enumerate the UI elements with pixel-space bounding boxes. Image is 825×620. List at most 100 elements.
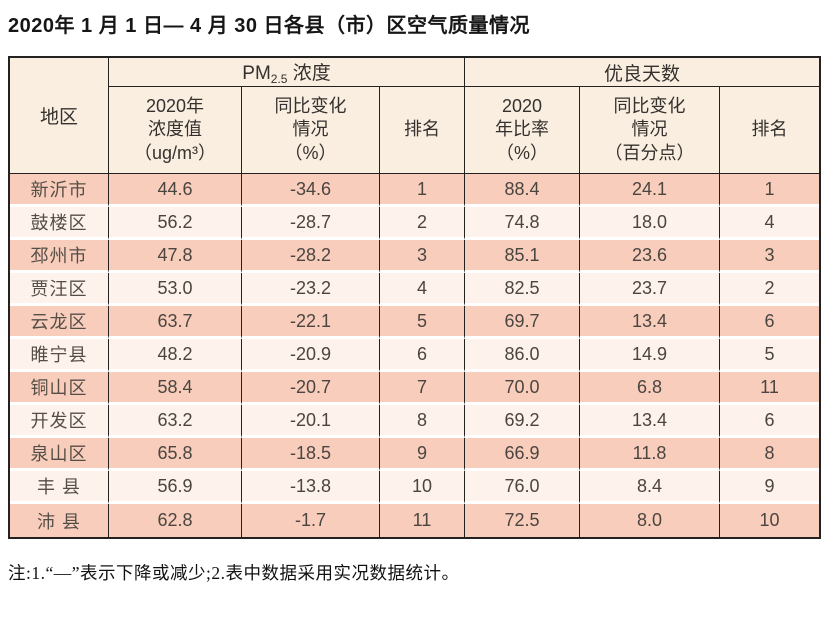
column-header-days-change: 同比变化 情况 （百分点） [580,87,720,174]
days-rate-cell: 74.8 [465,207,580,240]
table-row: 鼓楼区 56.2 -28.7 2 74.8 18.0 4 [10,207,819,240]
days-rate-cell: 70.0 [465,372,580,405]
days-rank-cell: 11 [720,372,819,405]
region-cell: 睢宁县 [10,339,109,372]
pm25-label-suffix: 浓度 [287,63,331,84]
days-rank-cell: 8 [720,438,819,471]
pm-value-cell: 58.4 [109,372,242,405]
pm-change-cell: -23.2 [242,273,380,306]
column-header-pm-rank: 排名 [380,87,465,174]
table-row: 沛 县 62.8 -1.7 11 72.5 8.0 10 [10,504,819,537]
pm-value-cell: 63.2 [109,405,242,438]
pm25-subscript: 2.5 [270,72,288,86]
days-rate-cell: 69.7 [465,306,580,339]
pm-value-cell: 53.0 [109,273,242,306]
days-rank-cell: 1 [720,174,819,207]
pm-rank-cell: 8 [380,405,465,438]
pm-value-cell: 44.6 [109,174,242,207]
pm-rank-cell: 2 [380,207,465,240]
region-cell: 新沂市 [10,174,109,207]
table-row: 丰 县 56.9 -13.8 10 76.0 8.4 9 [10,471,819,504]
days-rank-cell: 9 [720,471,819,504]
pm-change-cell: -1.7 [242,504,380,537]
pm-value-cell: 56.9 [109,471,242,504]
pm-change-cell: -18.5 [242,438,380,471]
days-rank-cell: 5 [720,339,819,372]
days-rank-cell: 10 [720,504,819,537]
days-change-cell: 13.4 [580,405,720,438]
region-cell: 沛 县 [10,504,109,537]
table-body: 新沂市 44.6 -34.6 1 88.4 24.1 1 鼓楼区 56.2 -2… [10,174,819,537]
days-change-cell: 18.0 [580,207,720,240]
pm-change-cell: -13.8 [242,471,380,504]
pm-rank-cell: 5 [380,306,465,339]
pm-value-cell: 65.8 [109,438,242,471]
pm-rank-cell: 9 [380,438,465,471]
table-row: 邳州市 47.8 -28.2 3 85.1 23.6 3 [10,240,819,273]
column-header-days-rate: 2020 年比率 （%） [465,87,580,174]
footnote: 注:1.“—”表示下降或减少;2.表中数据采用实况数据统计。 [8,563,460,583]
days-rate-cell: 88.4 [465,174,580,207]
days-rank-cell: 6 [720,405,819,438]
days-rank-cell: 4 [720,207,819,240]
days-change-cell: 8.0 [580,504,720,537]
pm-rank-cell: 6 [380,339,465,372]
days-rate-cell: 85.1 [465,240,580,273]
header-group-row: 地区 PM2.5 浓度 优良天数 [10,58,819,174]
region-cell: 泉山区 [10,438,109,471]
days-rate-cell: 82.5 [465,273,580,306]
pm-change-cell: -20.9 [242,339,380,372]
pm25-label-prefix: PM [242,63,271,84]
column-header-region: 地区 [10,58,109,174]
region-cell: 铜山区 [10,372,109,405]
pm-rank-cell: 1 [380,174,465,207]
pm-change-cell: -28.7 [242,207,380,240]
table-row: 泉山区 65.8 -18.5 9 66.9 11.8 8 [10,438,819,471]
table-row: 贾汪区 53.0 -23.2 4 82.5 23.7 2 [10,273,819,306]
pm-change-cell: -28.2 [242,240,380,273]
column-header-pm-value: 2020年 浓度值 （ug/m³） [109,87,242,174]
region-cell: 邳州市 [10,240,109,273]
pm-rank-cell: 4 [380,273,465,306]
air-quality-table: 地区 PM2.5 浓度 优良天数 2020年 浓度值 （ug/m³） 同比变化 … [8,56,821,539]
days-change-cell: 11.8 [580,438,720,471]
days-rate-cell: 76.0 [465,471,580,504]
days-change-cell: 8.4 [580,471,720,504]
table-row: 睢宁县 48.2 -20.9 6 86.0 14.9 5 [10,339,819,372]
column-header-days-rank: 排名 [720,87,819,174]
days-change-cell: 23.7 [580,273,720,306]
pm-rank-cell: 7 [380,372,465,405]
days-rate-cell: 66.9 [465,438,580,471]
region-cell: 云龙区 [10,306,109,339]
days-change-cell: 6.8 [580,372,720,405]
header-sub-row: 2020年 浓度值 （ug/m³） 同比变化 情况 （%） 排名 2020 年比… [10,87,819,174]
pm-value-cell: 47.8 [109,240,242,273]
pm-value-cell: 63.7 [109,306,242,339]
pm-rank-cell: 11 [380,504,465,537]
column-group-pm25: PM2.5 浓度 [109,58,465,87]
days-rank-cell: 2 [720,273,819,306]
table-row: 开发区 63.2 -20.1 8 69.2 13.4 6 [10,405,819,438]
region-cell: 贾汪区 [10,273,109,306]
region-cell: 鼓楼区 [10,207,109,240]
column-group-good-days: 优良天数 [465,58,819,87]
table-row: 新沂市 44.6 -34.6 1 88.4 24.1 1 [10,174,819,207]
days-rank-cell: 6 [720,306,819,339]
pm-change-cell: -20.7 [242,372,380,405]
pm-value-cell: 48.2 [109,339,242,372]
region-cell: 开发区 [10,405,109,438]
days-rank-cell: 3 [720,240,819,273]
pm-change-cell: -34.6 [242,174,380,207]
page-title: 2020年 1 月 1 日— 4 月 30 日各县（市）区空气质量情况 [8,15,531,37]
table-row: 云龙区 63.7 -22.1 5 69.7 13.4 6 [10,306,819,339]
days-change-cell: 14.9 [580,339,720,372]
table-row: 铜山区 58.4 -20.7 7 70.0 6.8 11 [10,372,819,405]
pm-rank-cell: 10 [380,471,465,504]
pm-value-cell: 62.8 [109,504,242,537]
pm-value-cell: 56.2 [109,207,242,240]
days-change-cell: 13.4 [580,306,720,339]
days-rate-cell: 69.2 [465,405,580,438]
days-rate-cell: 72.5 [465,504,580,537]
days-rate-cell: 86.0 [465,339,580,372]
